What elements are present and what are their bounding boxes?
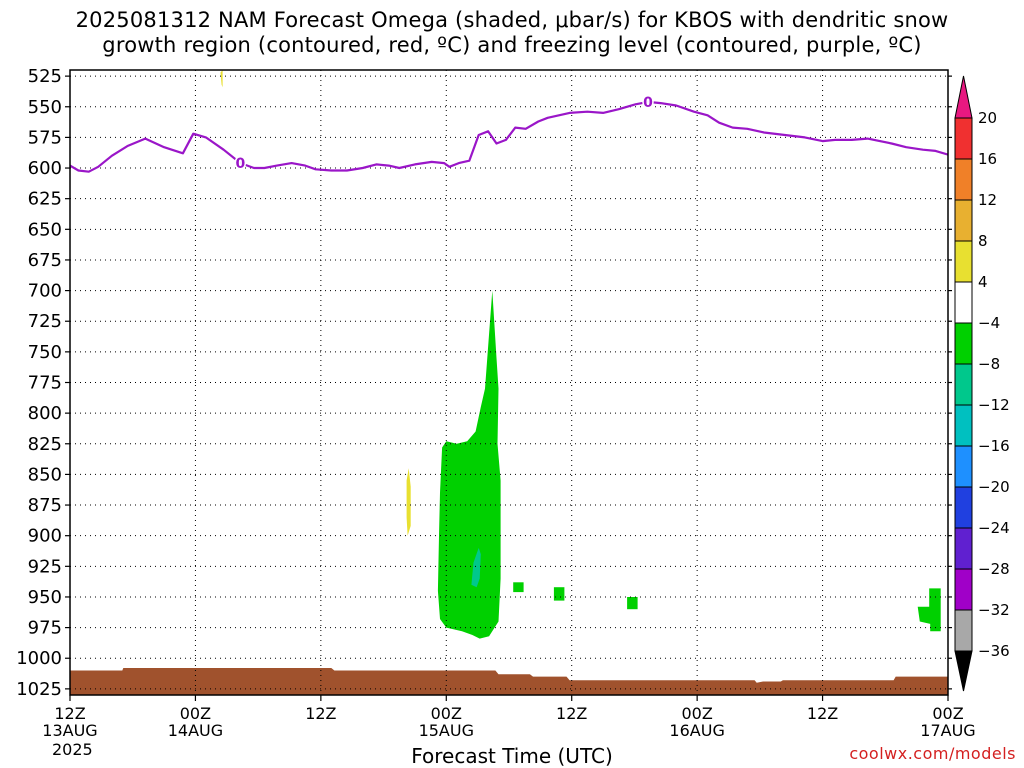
- colorbar-segment: [954, 281, 973, 324]
- colorbar-segment: [954, 158, 973, 201]
- y-tick-label: 1025: [16, 679, 62, 700]
- y-tick-label: 925: [28, 556, 62, 577]
- colorbar-segment: [954, 527, 973, 570]
- freezing-level-layer: 00: [70, 93, 948, 174]
- freezing-level-contour-label: 0: [643, 95, 653, 111]
- y-tick-label: 725: [28, 311, 62, 332]
- x-tick-label: 12Z: [54, 704, 85, 723]
- y-tick-label: 700: [28, 281, 62, 302]
- x-tick-date-label: 16AUG: [669, 721, 724, 740]
- colorbar-label: −28: [978, 560, 1010, 578]
- x-tick-label: 12Z: [305, 704, 336, 723]
- grid-layer: [70, 70, 948, 695]
- colorbar-segment: [954, 199, 973, 242]
- x-tick-label: 00Z: [431, 704, 462, 723]
- omega-region-2: [406, 468, 411, 536]
- colorbar-segment: [954, 445, 973, 488]
- colorbar-segment: [954, 117, 973, 160]
- colorbar-segment: [954, 363, 973, 406]
- y-tick-label: 850: [28, 464, 62, 485]
- omega-region-4: [513, 582, 524, 593]
- y-tick-label: 625: [28, 189, 62, 210]
- y-tick-label: 875: [28, 495, 62, 516]
- colorbar-label: 20: [978, 109, 997, 127]
- colorbar-label: −16: [978, 437, 1010, 455]
- omega-region-3: [220, 70, 223, 88]
- y-tick-label: 575: [28, 127, 62, 148]
- x-tick-date-label: 13AUG: [42, 721, 97, 740]
- colorbar-label: 4: [978, 273, 988, 291]
- y-tick-label: 775: [28, 373, 62, 394]
- colorbar-label: −12: [978, 396, 1010, 414]
- omega-region-7: [917, 588, 941, 632]
- omega-region-6: [627, 597, 638, 610]
- y-tick-label: 800: [28, 403, 62, 424]
- y-tick-label: 950: [28, 587, 62, 608]
- colorbar-label: 12: [978, 191, 997, 209]
- omega-region-5: [553, 587, 565, 601]
- y-tick-label: 825: [28, 434, 62, 455]
- y-tick-label: 900: [28, 526, 62, 547]
- colorbar-label: −24: [978, 519, 1010, 537]
- colorbar-segment: [954, 322, 973, 365]
- start-year-label: 2025: [52, 740, 93, 759]
- freezing-level-contour-label: 0: [235, 156, 245, 172]
- freezing-level-line: [70, 100, 948, 173]
- y-tick-label: 975: [28, 618, 62, 639]
- chart-title-line-1: 2025081312 NAM Forecast Omega (shaded, μ…: [75, 8, 949, 32]
- plot-frame: [69, 69, 949, 696]
- x-tick-label: 12Z: [556, 704, 587, 723]
- x-tick-label: 00Z: [681, 704, 712, 723]
- x-axis-title: Forecast Time (UTC): [411, 744, 613, 768]
- colorbar-bottom-arrow: [954, 650, 973, 692]
- x-tick-label: 00Z: [932, 704, 963, 723]
- colorbar-segment: [954, 568, 973, 611]
- chart-title-line-2: growth region (contoured, red, ºC) and f…: [102, 33, 922, 57]
- colorbar-label: −32: [978, 601, 1010, 619]
- x-tick-date-label: 14AUG: [168, 721, 223, 740]
- shaded-regions-layer: [70, 70, 948, 695]
- x-tick-date-label: 15AUG: [419, 721, 474, 740]
- x-tick-label: 12Z: [807, 704, 838, 723]
- colorbar-top-arrow: [954, 75, 973, 119]
- terrain-fill: [70, 668, 948, 695]
- y-tick-label: 1000: [16, 648, 62, 669]
- x-tick-date-label: 17AUG: [920, 721, 975, 740]
- axes-layer: 525 550 575 600 625 650 675 700 725 750 775 800 825 8…: [16, 66, 976, 740]
- colorbar-label: −20: [978, 478, 1010, 496]
- colorbar-layer: 20 16 12 8 4 −4 −8 −12 −16 −20 −24 −28 −32 −36: [954, 75, 1010, 692]
- plot-frame-layer: [69, 69, 949, 696]
- y-tick-label: 600: [28, 158, 62, 179]
- colorbar-segment: [954, 240, 973, 283]
- colorbar-label: 16: [978, 150, 997, 168]
- x-tick-label: 00Z: [180, 704, 211, 723]
- y-tick-label: 750: [28, 342, 62, 363]
- source-credit: coolwx.com/models: [849, 744, 1016, 763]
- colorbar-label: 8: [978, 232, 988, 250]
- omega-region-0: [437, 290, 501, 639]
- y-tick-label: 650: [28, 219, 62, 240]
- colorbar-segment: [954, 609, 973, 652]
- y-tick-label: 525: [28, 66, 62, 87]
- colorbar-label: −8: [978, 355, 1000, 373]
- colorbar-label: −4: [978, 314, 1000, 332]
- chart-title: 2025081312 NAM Forecast Omega (shaded, μ…: [0, 8, 1024, 58]
- colorbar-segment: [954, 404, 973, 447]
- y-tick-label: 675: [28, 250, 62, 271]
- colorbar-segment: [954, 486, 973, 529]
- y-tick-label: 550: [28, 97, 62, 118]
- omega-region-1: [471, 547, 481, 588]
- colorbar-label: −36: [978, 642, 1010, 660]
